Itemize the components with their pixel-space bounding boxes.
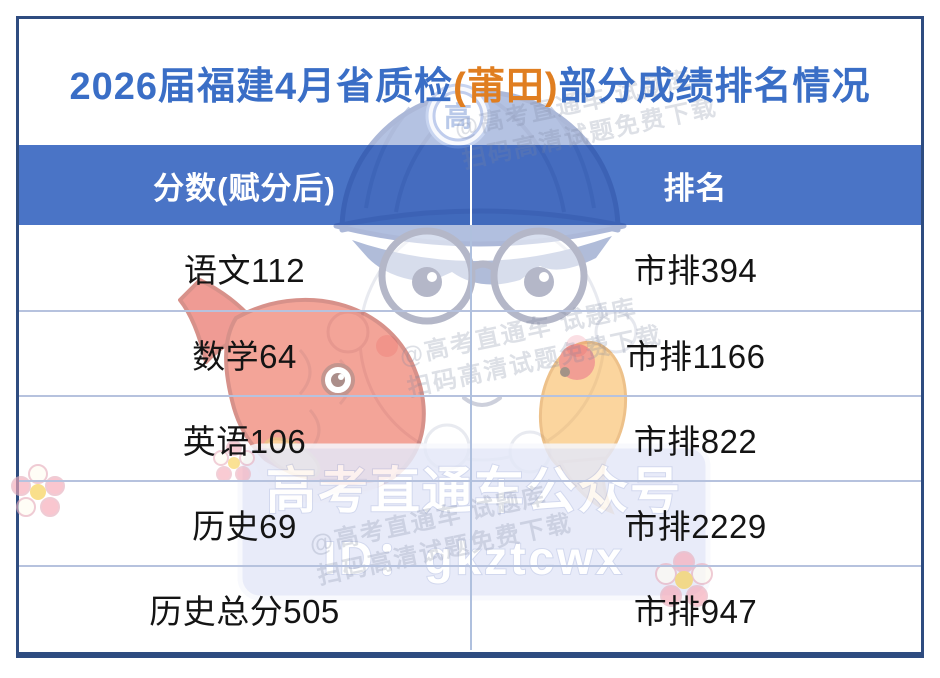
header-rank-label: 排名 (663, 170, 728, 206)
page-title: 2026届福建4月省质检 (莆田) 部分成绩排名情况 (19, 19, 921, 145)
table-body: 语文112 市排394 数学64 市排1166 英语106 市排822 历史69… (19, 225, 921, 650)
score-cell: 历史69 (192, 507, 297, 545)
score-cell: 语文112 (183, 251, 306, 289)
header-score-label: 分数(赋分后) (153, 170, 336, 206)
column-divider (470, 225, 472, 650)
header-cell-score: 分数(赋分后) (19, 145, 470, 225)
table-header-row: 分数(赋分后) 排名 (19, 145, 921, 225)
rank-cell: 市排1166 (625, 337, 766, 375)
rank-cell: 市排2229 (624, 507, 767, 545)
score-cell: 英语106 (182, 422, 307, 460)
outer-frame: 2026届福建4月省质检 (莆田) 部分成绩排名情况 分数(赋分后) 排名 语文11… (16, 16, 924, 658)
score-cell: 历史总分505 (149, 592, 340, 630)
title-prefix: 2026届福建4月省质检 (69, 65, 454, 108)
rank-cell: 市排394 (633, 251, 758, 289)
title-highlight: (莆田) (453, 65, 559, 108)
score-cell: 数学64 (192, 337, 297, 375)
rank-cell: 市排822 (633, 422, 758, 460)
header-cell-rank: 排名 (470, 145, 921, 225)
rank-cell: 市排947 (633, 592, 758, 630)
title-suffix: 部分成绩排名情况 (558, 65, 871, 108)
header-column-divider (470, 145, 472, 225)
